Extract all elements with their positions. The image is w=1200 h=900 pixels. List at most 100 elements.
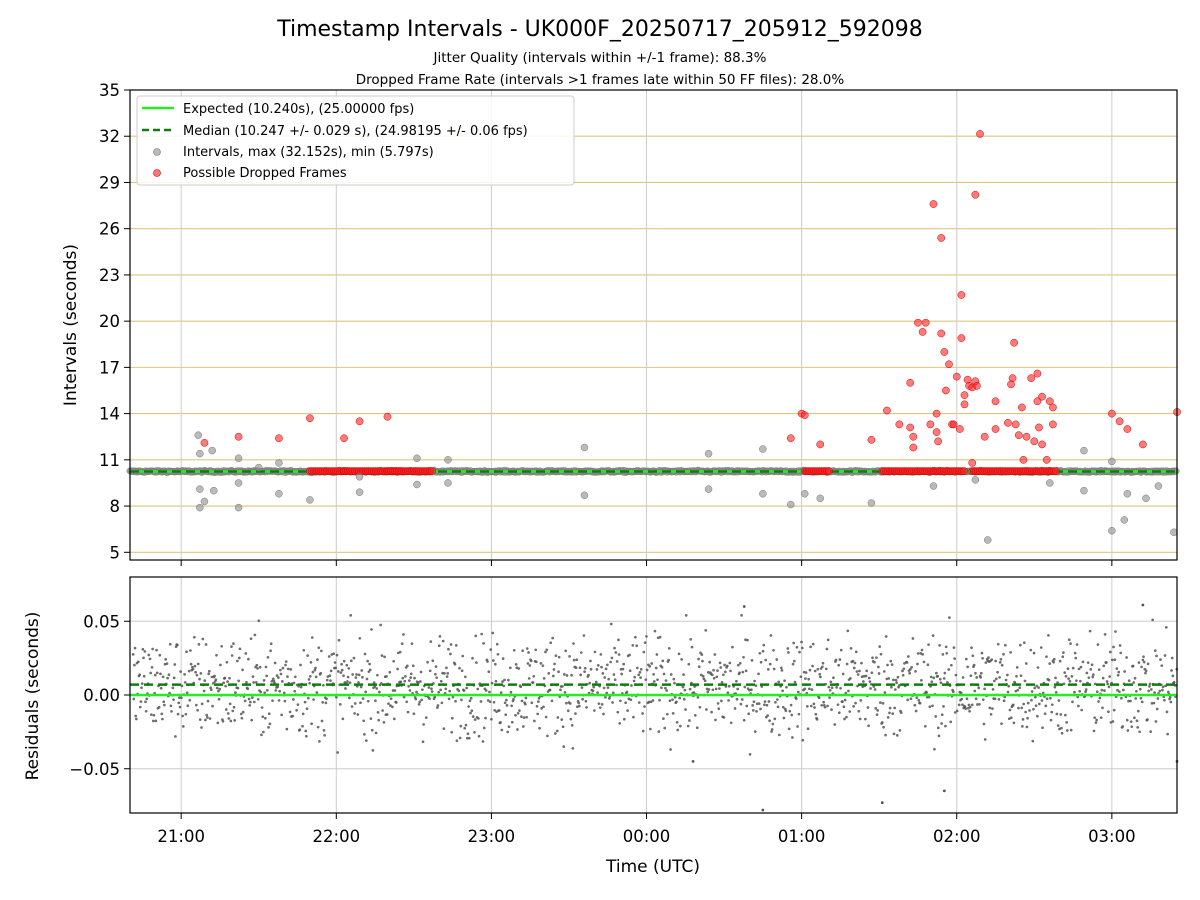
dropped-outlier-point — [960, 391, 969, 399]
residual-point — [703, 679, 707, 683]
residual-point — [929, 675, 933, 679]
residual-point — [825, 647, 829, 651]
dropped-outlier-point — [991, 397, 1000, 406]
dropped-outlier-point — [786, 434, 795, 443]
residual-point — [726, 691, 730, 695]
residual-point — [764, 658, 768, 662]
interval-outlier-point — [704, 485, 713, 493]
residual-point — [996, 642, 1000, 646]
residual-point — [158, 653, 162, 657]
residual-point — [574, 666, 578, 670]
residual-point — [547, 672, 551, 675]
residual-point — [1021, 718, 1025, 721]
residual-point — [379, 623, 383, 627]
dropped-outlier-point — [932, 409, 941, 418]
residual-point — [1092, 729, 1096, 733]
residual-point — [665, 689, 669, 692]
residual-point — [316, 658, 319, 661]
residual-point — [792, 659, 796, 663]
residual-point — [873, 660, 876, 664]
residual-point — [521, 725, 525, 728]
residual-point — [915, 696, 919, 700]
residual-point — [140, 686, 143, 690]
residual-point — [951, 690, 955, 694]
residual-point — [772, 648, 775, 652]
residual-point — [267, 712, 271, 716]
residual-point — [916, 662, 919, 666]
residual-point — [428, 697, 431, 700]
interval-outlier-point — [234, 503, 243, 512]
residual-point — [989, 712, 993, 716]
residual-point — [500, 728, 504, 732]
residual-point — [673, 681, 676, 685]
residual-point — [359, 685, 363, 689]
residual-point — [277, 699, 281, 702]
residual-point — [332, 652, 336, 656]
residual-point — [1120, 696, 1123, 700]
residual-point — [991, 707, 994, 710]
residual-point — [514, 663, 518, 666]
residual-point — [587, 673, 590, 677]
residual-point — [444, 687, 448, 691]
residual-point — [974, 671, 977, 675]
residual-point — [964, 707, 968, 711]
residual-point — [595, 668, 599, 671]
residual-point — [1132, 681, 1136, 684]
residual-point — [1036, 666, 1040, 669]
residual-point — [184, 712, 188, 716]
residual-point — [142, 674, 146, 678]
legend-median-label: Median (10.247 +/- 0.029 s), (24.98195 +… — [183, 124, 528, 139]
interval-outlier-point — [759, 489, 767, 498]
residual-point — [512, 697, 515, 701]
residual-point — [787, 727, 791, 731]
residual-point — [580, 686, 584, 690]
dropped-outlier-point — [980, 432, 989, 441]
interval-outlier-point — [787, 500, 795, 509]
residual-point — [1063, 671, 1067, 674]
residual-point — [671, 712, 675, 715]
residual-point — [656, 678, 659, 682]
residual-point — [473, 730, 476, 734]
residual-point — [369, 717, 373, 720]
residual-point — [437, 690, 440, 694]
residual-point — [931, 634, 935, 637]
residual-point — [336, 751, 340, 754]
residual-point — [938, 677, 942, 681]
residual-point — [471, 715, 475, 718]
residual-point — [336, 670, 340, 673]
residual-point — [981, 698, 985, 702]
residual-point — [480, 632, 483, 636]
residual-point — [671, 698, 674, 702]
residual-point — [1022, 641, 1026, 645]
residual-point — [346, 675, 350, 679]
residual-point — [719, 666, 723, 669]
interval-outlier-point — [1142, 494, 1150, 503]
residual-point — [568, 655, 571, 658]
residual-point — [622, 717, 626, 721]
residual-point — [667, 658, 670, 662]
residual-point — [510, 720, 514, 724]
residual-point — [859, 699, 863, 702]
residual-point — [645, 635, 648, 638]
residual-point — [681, 685, 685, 689]
residual-point — [877, 672, 881, 675]
residual-point — [901, 669, 904, 673]
dropped-outlier-point — [1035, 423, 1043, 432]
residual-point — [1074, 656, 1078, 660]
residual-point — [411, 664, 415, 668]
residual-point — [453, 662, 457, 666]
residual-point — [277, 676, 280, 679]
residual-point — [378, 690, 381, 694]
interval-outlier-point — [254, 463, 263, 472]
residual-point — [306, 696, 310, 700]
residual-point — [578, 704, 581, 708]
residual-point — [217, 689, 220, 693]
residual-point — [366, 699, 370, 703]
residual-point — [508, 666, 512, 670]
dropped-outlier-point — [1019, 455, 1028, 464]
residual-point — [1099, 716, 1103, 720]
residual-point — [673, 695, 677, 699]
residual-point — [337, 638, 341, 642]
residual-point — [414, 697, 418, 701]
residual-point — [176, 712, 180, 716]
